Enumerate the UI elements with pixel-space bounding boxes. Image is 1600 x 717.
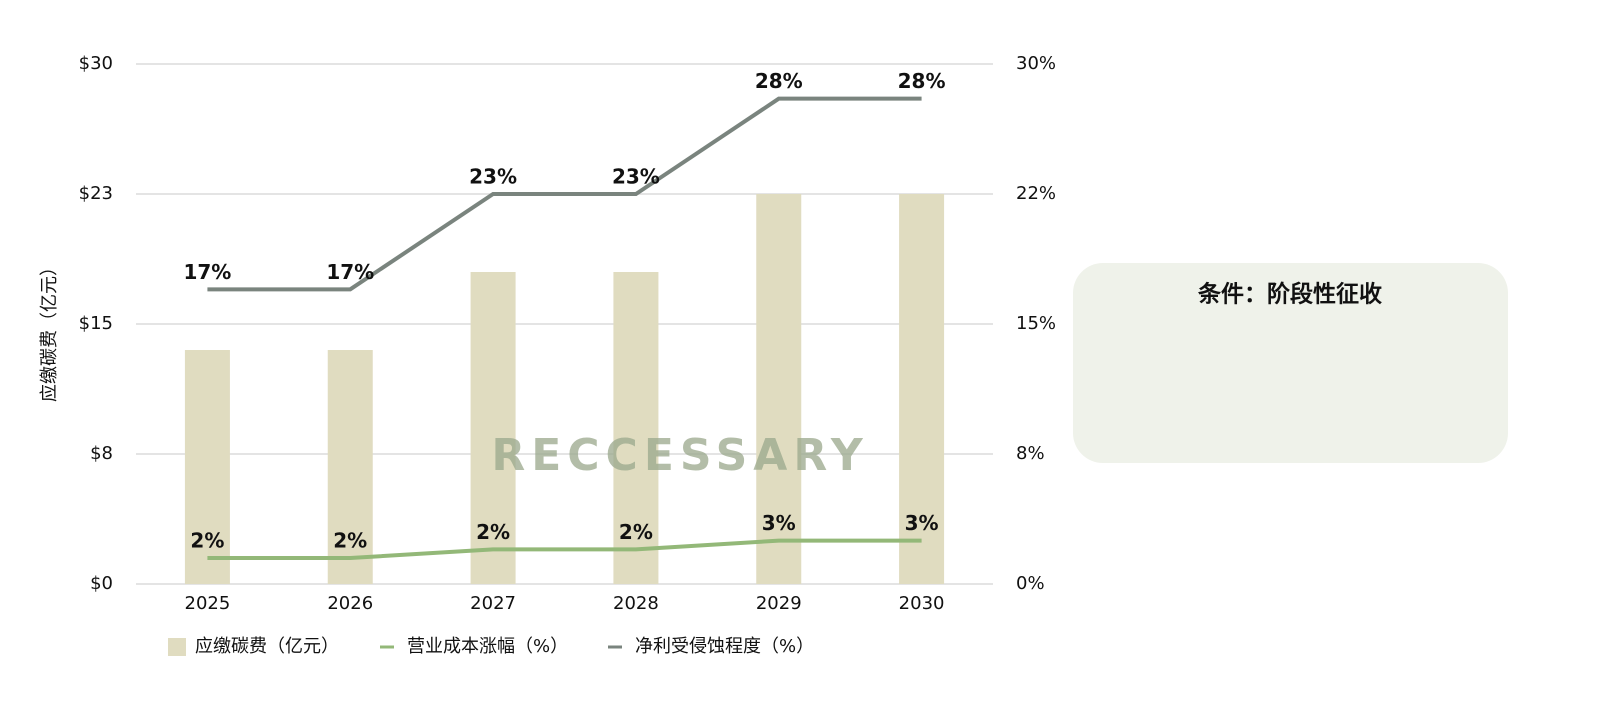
y2-tick-label: 22% (1016, 183, 1056, 204)
y-tick-label: $8 (90, 443, 113, 464)
value-label: 23% (612, 165, 660, 189)
x-tick-label: 2026 (327, 593, 373, 614)
bar (327, 350, 373, 584)
y-tick-label: $30 (79, 53, 113, 74)
conditions-title: 条件：阶段性征收 (1198, 281, 1382, 308)
y2-tick-label: 0% (1016, 573, 1045, 594)
watermark: RECCESSARY (491, 430, 868, 481)
bar (756, 194, 802, 584)
bar (899, 194, 945, 584)
y-tick-label: $15 (79, 313, 113, 334)
line (207, 538, 922, 560)
value-label: 3% (762, 511, 796, 535)
x-tick-label: 2029 (756, 593, 802, 614)
line (207, 96, 922, 292)
value-label: 2% (190, 529, 224, 553)
y-axis-label: 应缴碳费（亿元） (39, 258, 60, 402)
x-tick-label: 2028 (613, 593, 659, 614)
value-label: 28% (755, 69, 803, 93)
value-label: 2% (476, 520, 510, 544)
y2-tick-label: 8% (1016, 443, 1045, 464)
value-label: 3% (905, 511, 939, 535)
value-label: 2% (333, 529, 367, 553)
bar (613, 272, 659, 584)
x-tick-label: 2027 (470, 593, 516, 614)
legend-swatch (168, 638, 186, 656)
x-tick-label: 2030 (899, 593, 945, 614)
value-label: 17% (183, 260, 231, 284)
value-label: 17% (326, 260, 374, 284)
conditions-box (1073, 263, 1508, 463)
legend-label: 应缴碳费（亿元） (195, 636, 339, 657)
value-label: 23% (469, 165, 517, 189)
x-tick-label: 2025 (185, 593, 231, 614)
bar (184, 350, 230, 584)
y2-tick-label: 30% (1016, 53, 1056, 74)
bar (470, 272, 516, 584)
y-tick-label: $23 (79, 183, 113, 204)
value-label: 2% (619, 520, 653, 544)
legend-label: 营业成本涨幅（%） (407, 636, 568, 657)
value-label: 28% (898, 69, 946, 93)
y-tick-label: $0 (90, 573, 113, 594)
legend-label: 净利受侵蚀程度（%） (635, 636, 814, 657)
y2-tick-label: 15% (1016, 313, 1056, 334)
